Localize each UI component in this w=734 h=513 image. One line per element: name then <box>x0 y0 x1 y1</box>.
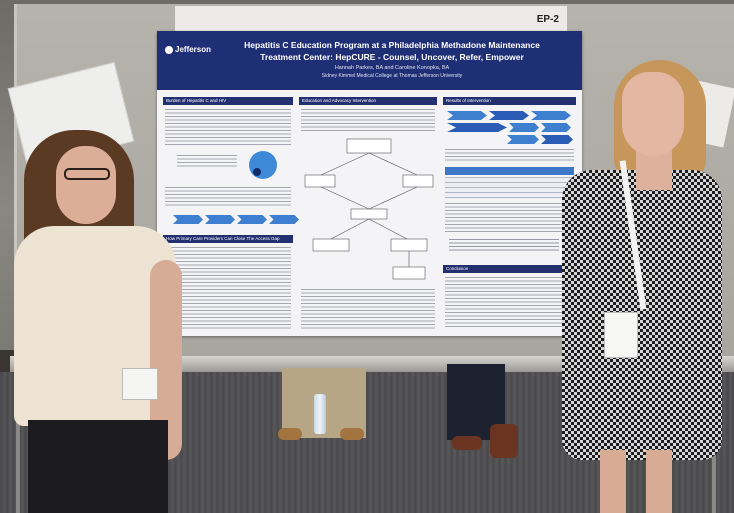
section-primary-care: How Primary Care Providers Can Close The… <box>163 235 293 243</box>
section-conclusion: Conclusion <box>443 265 576 273</box>
jefferson-logo-icon <box>165 45 173 54</box>
presenter-right-leg <box>646 450 672 513</box>
flow-box <box>312 238 350 252</box>
flow-line <box>320 186 370 210</box>
glasses <box>64 168 110 180</box>
shoe <box>278 428 302 440</box>
poster-header: Jefferson Hepatitis C Education Program … <box>157 31 582 90</box>
flow-line <box>368 218 408 240</box>
chevron-arrow <box>507 135 539 144</box>
chevron-arrow <box>531 111 571 120</box>
flow-box <box>390 238 428 252</box>
chevron-arrow <box>509 123 539 132</box>
presenter-right-leg <box>600 450 626 513</box>
flow-line <box>320 152 370 176</box>
section-education: Education and Advocacy Intervention <box>299 97 437 105</box>
presenter-right-dress <box>562 170 722 460</box>
shoe <box>452 436 482 450</box>
poster-title-line2: Treatment Center: HepCURE - Counsel, Unc… <box>260 52 524 62</box>
shoe <box>490 424 518 458</box>
shoe <box>340 428 364 440</box>
flow-box <box>402 174 434 188</box>
chevron-arrow <box>541 135 573 144</box>
flow-line <box>368 186 418 210</box>
poster-logo: Jefferson <box>165 45 211 54</box>
chevron-arrow <box>237 215 267 224</box>
name-badge <box>122 368 158 400</box>
chevron-arrow <box>205 215 235 224</box>
quote-text <box>449 239 559 251</box>
burden-text <box>165 109 291 145</box>
name-badge <box>604 312 638 358</box>
results-arrows-row2 <box>447 123 571 132</box>
burden-text-2 <box>165 187 291 207</box>
display-rail <box>10 356 734 372</box>
results-text-2 <box>445 203 574 233</box>
flow-line <box>368 152 418 176</box>
flow-box <box>346 138 392 154</box>
research-poster: Jefferson Hepatitis C Education Program … <box>157 31 582 336</box>
education-text-2 <box>301 289 435 329</box>
care-cascade-arrows <box>173 215 299 224</box>
flowchart-diagram <box>304 138 434 280</box>
logo-text: Jefferson <box>175 45 212 54</box>
presenter-right-face <box>622 72 684 156</box>
chevron-arrow <box>541 123 571 132</box>
section-burden: Burden of Hepatitis C and HIV <box>163 97 293 105</box>
results-arrows-row3 <box>507 135 573 144</box>
conclusion-text <box>445 277 574 329</box>
poster-authors: Hannah Parkes, BA and Caroline Konopka, … <box>334 65 450 71</box>
flow-box <box>304 174 336 188</box>
results-arrows-row1 <box>447 111 571 120</box>
booth-label: EP-2 <box>536 14 559 25</box>
results-table-body <box>445 177 574 199</box>
results-text <box>445 149 574 163</box>
chevron-arrow <box>269 215 299 224</box>
presenter-left-face <box>56 146 116 224</box>
education-text <box>301 109 435 133</box>
chevron-arrow <box>447 123 507 132</box>
stand-leg <box>16 372 20 513</box>
poster-title-line1: Hepatitis C Education Program at a Phila… <box>244 40 540 50</box>
poster-affiliation: Sidney Kimmel Medical College at Thomas … <box>321 73 463 79</box>
results-table-header <box>445 167 574 175</box>
section-results: Results of Intervention <box>443 97 576 105</box>
primary-care-text <box>165 247 291 329</box>
chevron-arrow <box>447 111 487 120</box>
flow-line <box>330 218 370 240</box>
chevron-arrow <box>489 111 529 120</box>
flow-box <box>392 266 426 280</box>
presenter-left-pants <box>28 420 168 513</box>
water-bottle <box>314 394 326 434</box>
chevron-arrow <box>173 215 203 224</box>
presenter-right-neck <box>636 150 672 190</box>
bubble-caption-text <box>177 155 237 169</box>
flow-box <box>350 208 388 220</box>
burden-bubble-small <box>253 168 261 176</box>
